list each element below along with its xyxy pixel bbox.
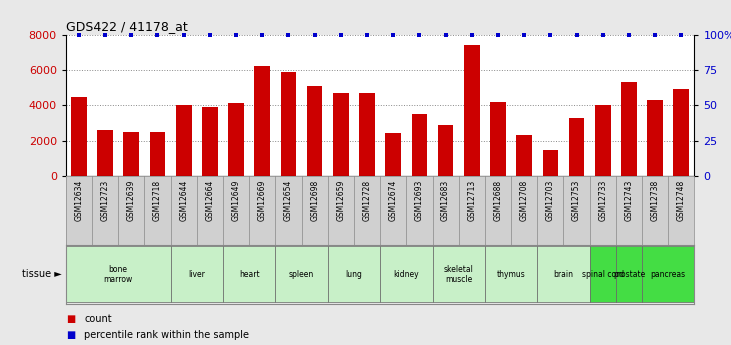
- Bar: [464, 45, 480, 176]
- Text: tissue ►: tissue ►: [23, 269, 62, 279]
- Bar: [124, 132, 139, 176]
- Text: GSM12718: GSM12718: [153, 179, 162, 220]
- Text: ■: ■: [66, 314, 75, 324]
- Bar: [202, 107, 218, 176]
- Bar: [490, 102, 506, 176]
- Text: GSM12703: GSM12703: [546, 179, 555, 221]
- Text: GSM12743: GSM12743: [624, 179, 634, 221]
- Bar: [66, 246, 170, 303]
- Bar: [621, 82, 637, 176]
- Bar: [170, 246, 223, 303]
- Text: skeletal
muscle: skeletal muscle: [444, 265, 474, 284]
- Bar: [595, 105, 610, 176]
- Bar: [281, 72, 296, 176]
- Text: GSM12688: GSM12688: [493, 179, 502, 220]
- Bar: [648, 100, 663, 176]
- Text: GSM12713: GSM12713: [467, 179, 477, 221]
- Bar: [485, 246, 537, 303]
- Text: GDS422 / 41178_at: GDS422 / 41178_at: [66, 20, 188, 33]
- Bar: [616, 246, 642, 303]
- Bar: [307, 86, 322, 176]
- Bar: [516, 135, 532, 176]
- Bar: [438, 125, 453, 176]
- Text: GSM12664: GSM12664: [205, 179, 214, 221]
- Text: GSM12674: GSM12674: [389, 179, 398, 221]
- Bar: [412, 114, 427, 176]
- Bar: [537, 246, 590, 303]
- Text: lung: lung: [346, 270, 363, 279]
- Text: GSM12654: GSM12654: [284, 179, 293, 221]
- Bar: [542, 150, 558, 176]
- Bar: [327, 246, 380, 303]
- Text: spleen: spleen: [289, 270, 314, 279]
- Bar: [276, 246, 327, 303]
- Text: GSM12659: GSM12659: [336, 179, 345, 221]
- Text: GSM12698: GSM12698: [310, 179, 319, 221]
- Text: GSM12639: GSM12639: [126, 179, 136, 221]
- Text: brain: brain: [553, 270, 574, 279]
- Text: GSM12644: GSM12644: [179, 179, 188, 221]
- Text: prostate: prostate: [613, 270, 645, 279]
- Text: pancreas: pancreas: [651, 270, 686, 279]
- Bar: [254, 66, 270, 176]
- Bar: [150, 132, 165, 176]
- Text: GSM12649: GSM12649: [232, 179, 240, 221]
- Bar: [223, 246, 276, 303]
- Text: GSM12738: GSM12738: [651, 179, 659, 221]
- Text: GSM12634: GSM12634: [75, 179, 83, 221]
- Bar: [385, 132, 401, 176]
- Bar: [673, 89, 689, 176]
- Bar: [380, 246, 433, 303]
- Text: liver: liver: [189, 270, 205, 279]
- Bar: [590, 246, 616, 303]
- Bar: [175, 105, 192, 176]
- Text: GSM12683: GSM12683: [441, 179, 450, 221]
- Text: GSM12708: GSM12708: [520, 179, 529, 221]
- Bar: [71, 97, 87, 176]
- Text: GSM12669: GSM12669: [258, 179, 267, 221]
- Text: GSM12733: GSM12733: [598, 179, 607, 221]
- Text: GSM12753: GSM12753: [572, 179, 581, 221]
- Bar: [569, 118, 584, 176]
- Text: GSM12728: GSM12728: [363, 179, 371, 220]
- Text: kidney: kidney: [393, 270, 419, 279]
- Bar: [433, 246, 485, 303]
- Text: ■: ■: [66, 330, 75, 339]
- Bar: [97, 130, 113, 176]
- Text: count: count: [84, 314, 112, 324]
- Text: heart: heart: [239, 270, 260, 279]
- Text: GSM12693: GSM12693: [415, 179, 424, 221]
- Bar: [228, 104, 244, 176]
- Text: bone
marrow: bone marrow: [104, 265, 133, 284]
- Text: thymus: thymus: [497, 270, 526, 279]
- Text: spinal cord: spinal cord: [582, 270, 624, 279]
- Bar: [359, 93, 375, 176]
- Text: percentile rank within the sample: percentile rank within the sample: [84, 330, 249, 339]
- Text: GSM12723: GSM12723: [101, 179, 110, 221]
- Bar: [642, 246, 694, 303]
- Text: GSM12748: GSM12748: [677, 179, 686, 221]
- Bar: [333, 93, 349, 176]
